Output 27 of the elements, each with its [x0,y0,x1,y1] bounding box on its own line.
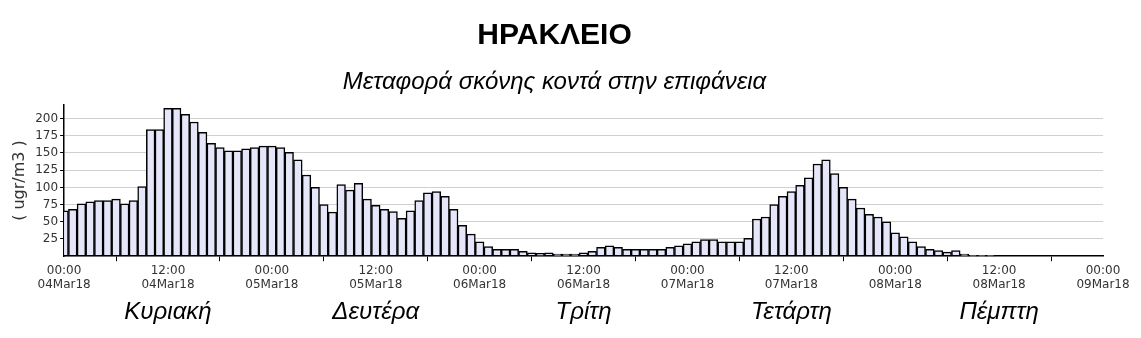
chart-title: ΗΡΑΚΛΕΙΟ [477,17,632,51]
text: Δευτέρα [331,296,421,324]
x-tick-label: 00:00 07Mar18 [660,262,715,291]
y-tick-label: 50 [42,213,59,228]
y-tick-label: 150 [35,145,59,160]
y-tick-label: 25 [42,231,59,246]
text: Πέμπτη [959,296,1039,324]
x-tick-label: 00:00 06Mar18 [453,262,507,291]
x-tick-label: 12:00 04Mar18 [141,262,195,291]
y-axis-title: ( ugr/m3 ) [8,140,28,221]
x-tick-label: 12:00 07Mar18 [764,262,818,291]
y-tick-label: 100 [35,179,59,194]
x-tick-label: 00:00 04Mar18 [37,262,91,291]
x-tick-label: 12:00 08Mar18 [972,262,1026,291]
x-tick-label: 12:00 06Mar18 [556,262,611,291]
y-tick-label: 200 [35,110,59,125]
y-tick-label: 175 [35,127,59,142]
text: Κυριακή [124,296,212,324]
chart-subtitle: Μεταφορά σκόνης κοντά στην επιφάνεια [342,67,768,95]
y-tick-label: 125 [35,162,59,177]
x-tick-label: 00:00 09Mar18 [1076,262,1130,291]
y-tick-label: 75 [42,196,59,211]
text: Τετάρτη [750,296,832,324]
x-tick-label: 12:00 05Mar18 [349,262,403,291]
x-tick-label: 00:00 08Mar18 [868,262,922,291]
text: Τρίτη [555,296,612,324]
x-tick-label: 00:00 05Mar18 [245,262,299,291]
